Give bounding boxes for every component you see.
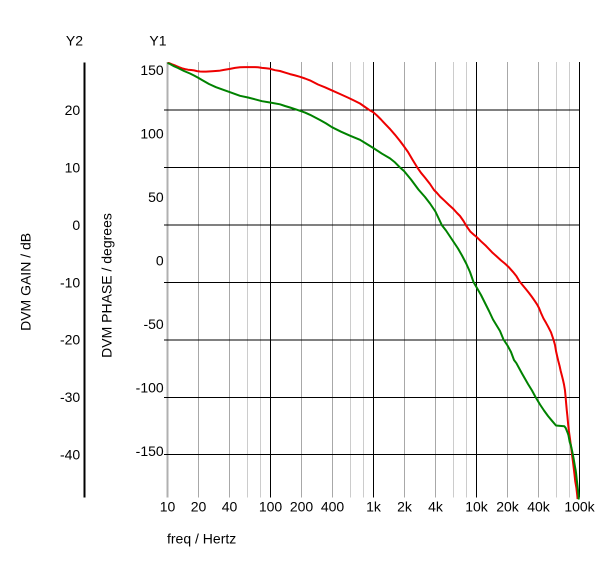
svg-text:20: 20 [191, 498, 207, 514]
svg-text:20k: 20k [496, 498, 520, 514]
svg-text:0: 0 [72, 217, 80, 233]
svg-text:40k: 40k [527, 498, 551, 514]
svg-text:50: 50 [148, 189, 164, 205]
svg-text:10: 10 [160, 498, 176, 514]
svg-text:150: 150 [140, 62, 164, 78]
svg-text:100k: 100k [564, 498, 595, 514]
svg-text:-30: -30 [60, 389, 80, 405]
svg-text:0: 0 [156, 252, 164, 268]
svg-text:4k: 4k [428, 498, 444, 514]
svg-text:Y1: Y1 [149, 32, 166, 48]
svg-text:20: 20 [65, 102, 81, 118]
svg-text:10k: 10k [465, 498, 489, 514]
svg-text:1k: 1k [366, 498, 382, 514]
svg-text:freq / Hertz: freq / Hertz [167, 531, 236, 547]
svg-text:100: 100 [259, 498, 283, 514]
svg-text:-20: -20 [60, 332, 80, 348]
svg-text:-150: -150 [136, 443, 164, 459]
svg-text:-40: -40 [60, 447, 80, 463]
svg-text:100: 100 [140, 125, 164, 141]
svg-text:-10: -10 [60, 274, 80, 290]
svg-text:-100: -100 [136, 379, 164, 395]
svg-text:Y2: Y2 [66, 32, 83, 48]
svg-text:DVM PHASE / degrees: DVM PHASE / degrees [99, 213, 115, 358]
svg-text:200: 200 [290, 498, 314, 514]
svg-text:DVM GAIN / dB: DVM GAIN / dB [18, 233, 34, 331]
svg-text:-50: -50 [143, 316, 163, 332]
svg-text:40: 40 [222, 498, 238, 514]
svg-text:2k: 2k [397, 498, 413, 514]
svg-text:400: 400 [321, 498, 345, 514]
svg-text:10: 10 [65, 159, 81, 175]
